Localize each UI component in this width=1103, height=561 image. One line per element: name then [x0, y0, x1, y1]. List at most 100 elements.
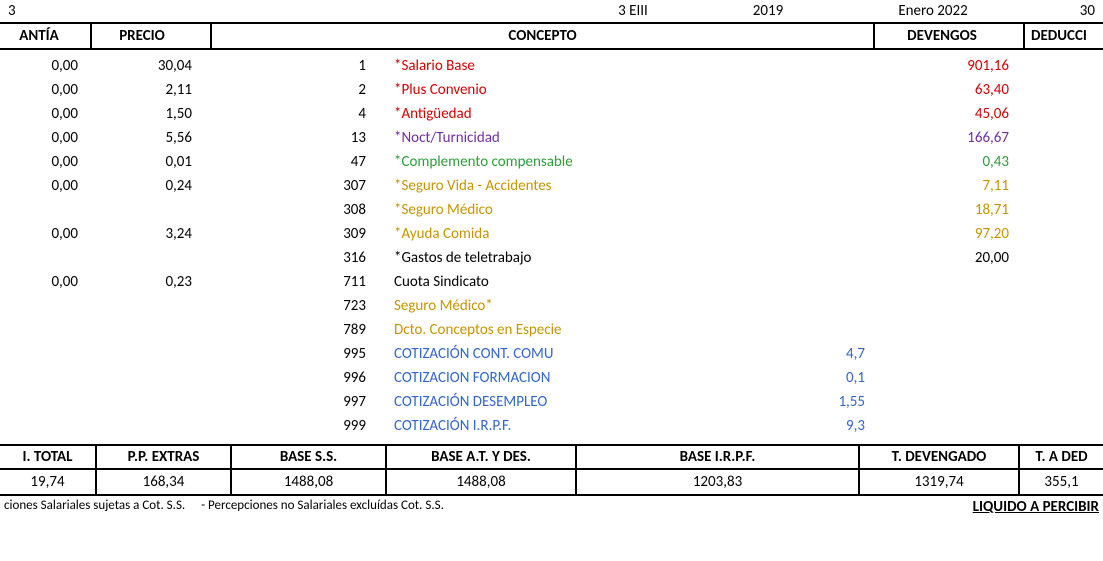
sum-v-devengado: 1319,74	[858, 470, 1018, 494]
cell-code: 999	[210, 417, 390, 435]
cell-concepto: COTIZACION FORMACION	[390, 369, 783, 387]
top-year: 2019	[693, 2, 843, 20]
cell-code: 2	[210, 81, 390, 99]
cell-precio: 1,50	[90, 105, 210, 123]
cell-devengos: 0,43	[873, 153, 1023, 171]
cell-concepto: *Complemento compensable	[390, 153, 783, 171]
footnote-left: ciones Salariales sujetas a Cot. S.S. - …	[4, 498, 444, 516]
cell-devengos: 97,20	[873, 225, 1023, 243]
line-item: 0,000,23711Cuota Sindicato	[0, 270, 1103, 294]
cell-concepto: *Seguro Vida - Accidentes	[390, 177, 783, 195]
sum-h-baseat: BASE A.T. Y DES.	[385, 446, 575, 468]
cell-code: 711	[210, 273, 390, 291]
header-devengos: DEVENGOS	[873, 24, 1023, 48]
line-item: 0,000,24307*Seguro Vida - Accidentes 7,11	[0, 174, 1103, 198]
line-item: 0,000,0147*Complemento compensable0,43	[0, 150, 1103, 174]
sum-v-extras: 168,34	[95, 470, 230, 494]
top-period: Enero 2022	[843, 2, 1023, 20]
line-item: 997COTIZACIÓN DESEMPLEO1,55	[0, 390, 1103, 414]
cell-concepto: *Gastos de teletrabajo	[390, 249, 783, 267]
cell-code: 307	[210, 177, 390, 195]
cell-cuantia: 0,00	[0, 153, 90, 171]
line-item: 0,002,112*Plus Convenio63,40	[0, 78, 1103, 102]
top-info-row: 3 3 EIII 2019 Enero 2022 30	[0, 0, 1103, 24]
header-cuantia: ANTÍA	[0, 24, 90, 48]
line-item: 316*Gastos de teletrabajo 20,00	[0, 246, 1103, 270]
cell-devengos: 45,06	[873, 105, 1023, 123]
line-item: 723Seguro Médico*	[0, 294, 1103, 318]
cell-devengos: 20,00	[873, 249, 1023, 267]
cell-concepto: COTIZACIÓN DESEMPLEO	[390, 393, 783, 411]
header-concepto: CONCEPTO	[210, 24, 873, 48]
line-item: 996COTIZACION FORMACION0,1	[0, 366, 1103, 390]
column-headers: ANTÍA PRECIO CONCEPTO DEVENGOS DEDUCCI	[0, 24, 1103, 50]
cell-concepto: Cuota Sindicato	[390, 273, 783, 291]
cell-concepto: *Salario Base	[390, 57, 783, 75]
line-items-body: 0,0030,041*Salario Base901,160,002,112*P…	[0, 50, 1103, 444]
line-item: 995COTIZACIÓN CONT. COMU4,7	[0, 342, 1103, 366]
cell-concepto: *Noct/Turnicidad	[390, 129, 783, 147]
sum-h-baseirpf: BASE I.R.P.F.	[575, 446, 858, 468]
cell-cuantia: 0,00	[0, 57, 90, 75]
cell-concepto: Seguro Médico*	[390, 297, 783, 315]
top-right-num: 30	[1023, 2, 1103, 20]
line-item: 789Dcto. Conceptos en Especie	[0, 318, 1103, 342]
cell-devengos: 63,40	[873, 81, 1023, 99]
cell-concepto: *Antigüedad	[390, 105, 783, 123]
cell-code: 4	[210, 105, 390, 123]
cell-cuantia: 0,00	[0, 177, 90, 195]
cell-code: 308	[210, 201, 390, 219]
cell-aux: 4,7	[783, 345, 873, 363]
cell-cuantia: 0,00	[0, 273, 90, 291]
cell-precio: 3,24	[90, 225, 210, 243]
cell-code: 995	[210, 345, 390, 363]
cell-aux: 0,1	[783, 369, 873, 387]
cell-code: 13	[210, 129, 390, 147]
liquido-label: LIQUIDO A PERCIBIR	[973, 498, 1103, 516]
sum-h-aded: T. A DED	[1018, 446, 1103, 468]
cell-concepto: COTIZACIÓN I.R.P.F.	[390, 417, 783, 435]
cell-precio: 0,24	[90, 177, 210, 195]
cell-cuantia: 0,00	[0, 105, 90, 123]
line-item: 999COTIZACIÓN I.R.P.F.9,3	[0, 414, 1103, 438]
sum-h-devengado: T. DEVENGADO	[858, 446, 1018, 468]
cell-concepto: *Plus Convenio	[390, 81, 783, 99]
line-item: 0,003,24309*Ayuda Comida 97,20	[0, 222, 1103, 246]
cell-code: 723	[210, 297, 390, 315]
sum-h-basess: BASE S.S.	[230, 446, 385, 468]
header-deducciones: DEDUCCI	[1023, 24, 1103, 48]
sum-h-extras: P.P. EXTRAS	[95, 446, 230, 468]
cell-concepto: *Ayuda Comida	[390, 225, 783, 243]
sum-v-baseirpf: 1203,83	[575, 470, 858, 494]
cell-code: 789	[210, 321, 390, 339]
cell-concepto: COTIZACIÓN CONT. COMU	[390, 345, 783, 363]
cell-devengos: 901,16	[873, 57, 1023, 75]
cell-cuantia: 0,00	[0, 129, 90, 147]
cell-precio: 2,11	[90, 81, 210, 99]
cell-concepto: Dcto. Conceptos en Especie	[390, 321, 783, 339]
cell-aux: 9,3	[783, 417, 873, 435]
cell-code: 47	[210, 153, 390, 171]
header-precio: PRECIO	[90, 24, 210, 48]
cell-devengos: 18,71	[873, 201, 1023, 219]
line-item: 0,001,504*Antigüedad 45,06	[0, 102, 1103, 126]
cell-code: 1	[210, 57, 390, 75]
cell-code: 997	[210, 393, 390, 411]
cell-precio: 0,23	[90, 273, 210, 291]
sum-v-baseat: 1488,08	[385, 470, 575, 494]
summary-headers: I. TOTAL P.P. EXTRAS BASE S.S. BASE A.T.…	[0, 444, 1103, 470]
line-item: 0,0030,041*Salario Base 901,16	[0, 54, 1103, 78]
top-left-num: 3	[0, 2, 90, 20]
cell-cuantia: 0,00	[0, 225, 90, 243]
cell-devengos: 166,67	[873, 129, 1023, 147]
cell-code: 309	[210, 225, 390, 243]
footnote-row: ciones Salariales sujetas a Cot. S.S. - …	[0, 496, 1103, 516]
cell-concepto: *Seguro Médico	[390, 201, 783, 219]
line-item: 0,005,5613*Noct/Turnicidad166,67	[0, 126, 1103, 150]
sum-v-total: 19,74	[0, 470, 95, 494]
sum-h-total: I. TOTAL	[0, 446, 95, 468]
cell-devengos: 7,11	[873, 177, 1023, 195]
top-code: 3 EIII	[573, 2, 693, 20]
cell-precio: 30,04	[90, 57, 210, 75]
cell-code: 316	[210, 249, 390, 267]
